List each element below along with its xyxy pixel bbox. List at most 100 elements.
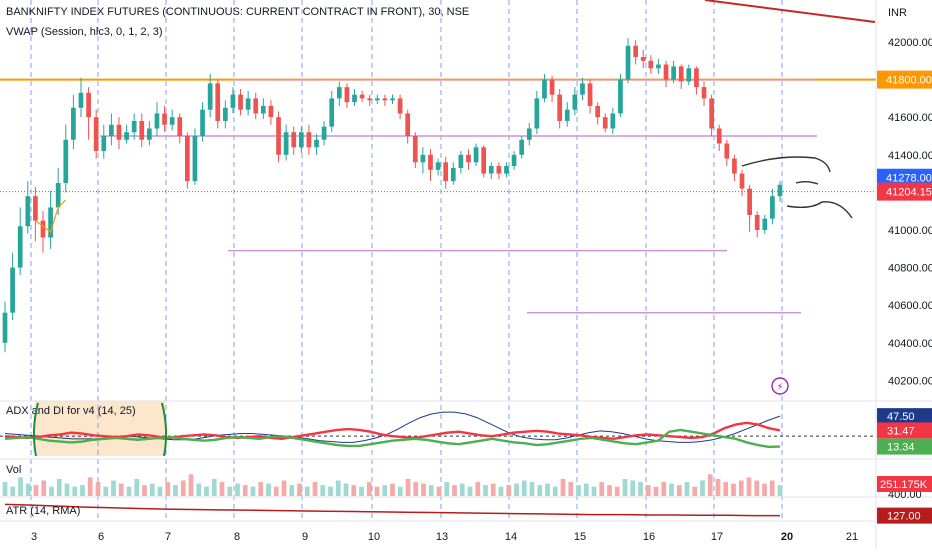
- x-tick-label: 17: [711, 531, 723, 543]
- candle-body: [154, 113, 160, 129]
- candle-body: [93, 117, 99, 152]
- adx-series-adx: [4, 411, 781, 443]
- volume-bar: [366, 482, 372, 496]
- volume-bar: [506, 485, 512, 496]
- candle-body: [86, 92, 91, 118]
- candle-body: [397, 98, 403, 114]
- x-tick-label: 6: [98, 531, 104, 543]
- candle-body: [329, 98, 335, 127]
- volume-bar: [614, 486, 620, 496]
- candle-body: [496, 166, 502, 174]
- volume-bar: [126, 486, 132, 496]
- x-tick-label: 7: [165, 531, 171, 543]
- candle-body: [390, 98, 395, 101]
- candle-body: [200, 109, 205, 136]
- volume-value-badge: [877, 476, 932, 492]
- candle-body: [124, 132, 129, 140]
- volume-bar: [630, 480, 636, 496]
- adx-value-badge: [877, 422, 932, 439]
- candle-body: [230, 94, 236, 108]
- volume-bar: [250, 486, 256, 496]
- candle-body: [466, 154, 471, 163]
- candle-body: [63, 139, 69, 183]
- vwap-indicator-label[interactable]: VWAP (Session, hlc3, 0, 1, 2, 3): [6, 26, 163, 38]
- candle-body: [336, 87, 342, 99]
- volume-bar: [421, 483, 426, 496]
- candle-body: [2, 312, 8, 343]
- adx-pane-label: ADX and DI for v4 (14, 25): [6, 405, 136, 417]
- y-tick-label: 40600.00: [888, 300, 932, 312]
- volume-bar: [521, 480, 527, 496]
- volume-bar: [211, 478, 217, 496]
- candle-body: [344, 87, 350, 103]
- candle-body: [671, 66, 676, 80]
- volume-bar: [173, 485, 178, 496]
- atr-value-label: 127.00: [887, 511, 921, 523]
- volume-bar: [351, 485, 357, 496]
- volume-bar: [374, 486, 380, 496]
- candle-body: [25, 196, 31, 227]
- x-tick-label: 10: [368, 531, 380, 543]
- candle-body: [40, 220, 46, 238]
- candle-body: [412, 136, 418, 163]
- volume-bar: [715, 478, 721, 496]
- candle-body: [534, 98, 540, 129]
- volume-bar: [731, 483, 736, 496]
- candle-body: [238, 94, 243, 110]
- candle-body: [732, 158, 737, 174]
- adx-value-badge: [877, 438, 932, 455]
- volume-bar: [343, 483, 349, 496]
- volume-pane-label: Vol: [6, 464, 21, 476]
- adx-value-label: 31.47: [887, 425, 915, 437]
- price-badge-label: 41800.00: [886, 75, 932, 87]
- volume-bar: [576, 485, 581, 496]
- candle-body: [222, 107, 228, 121]
- volume-bar: [467, 486, 473, 496]
- volume-bar: [638, 482, 643, 496]
- candle-body: [367, 98, 373, 101]
- candle-body: [747, 188, 752, 215]
- drawing-annotation: [741, 156, 831, 173]
- volume-bar: [242, 485, 248, 496]
- volume-bar: [452, 485, 457, 496]
- candle-body: [481, 147, 487, 174]
- volume-bar: [700, 480, 705, 496]
- volume-bar: [219, 482, 225, 496]
- volume-bar: [281, 480, 287, 496]
- candle-body: [701, 87, 707, 99]
- y-tick-label: 41000.00: [888, 225, 932, 237]
- candle-body: [245, 98, 251, 110]
- price-badge-label: 41278.00: [886, 173, 932, 185]
- price-badge: [877, 168, 932, 187]
- candle-body: [352, 94, 357, 103]
- volume-bar: [180, 480, 186, 496]
- candle-body: [595, 105, 601, 118]
- price-badge: [877, 70, 932, 89]
- candle-body: [283, 132, 289, 155]
- bracket-left: [32, 402, 39, 457]
- candle-body: [648, 60, 654, 69]
- volume-bar: [18, 477, 23, 496]
- x-tick-label: 3: [31, 531, 37, 543]
- candle-body: [724, 143, 730, 159]
- candle-body: [572, 94, 578, 110]
- x-tick-label: 13: [436, 531, 448, 543]
- x-tick-label: 14: [505, 531, 517, 543]
- candle-body: [694, 68, 699, 88]
- candle-body: [542, 79, 547, 99]
- volume-bar: [529, 482, 535, 496]
- volume-bar: [134, 478, 140, 496]
- volume-bar: [320, 485, 326, 496]
- y-tick-label: 41400.00: [888, 150, 932, 162]
- volume-bar: [444, 482, 450, 496]
- atr-value-badge: [877, 507, 932, 524]
- volume-bar: [204, 486, 209, 496]
- highlight-box: [35, 401, 165, 456]
- volume-bar: [312, 482, 318, 496]
- volume-bar: [661, 482, 667, 496]
- chart-title[interactable]: BANKNIFTY INDEX FUTURES (CONTINUOUS: CUR…: [6, 6, 470, 18]
- volume-bar: [103, 486, 109, 496]
- candle-body: [618, 79, 623, 114]
